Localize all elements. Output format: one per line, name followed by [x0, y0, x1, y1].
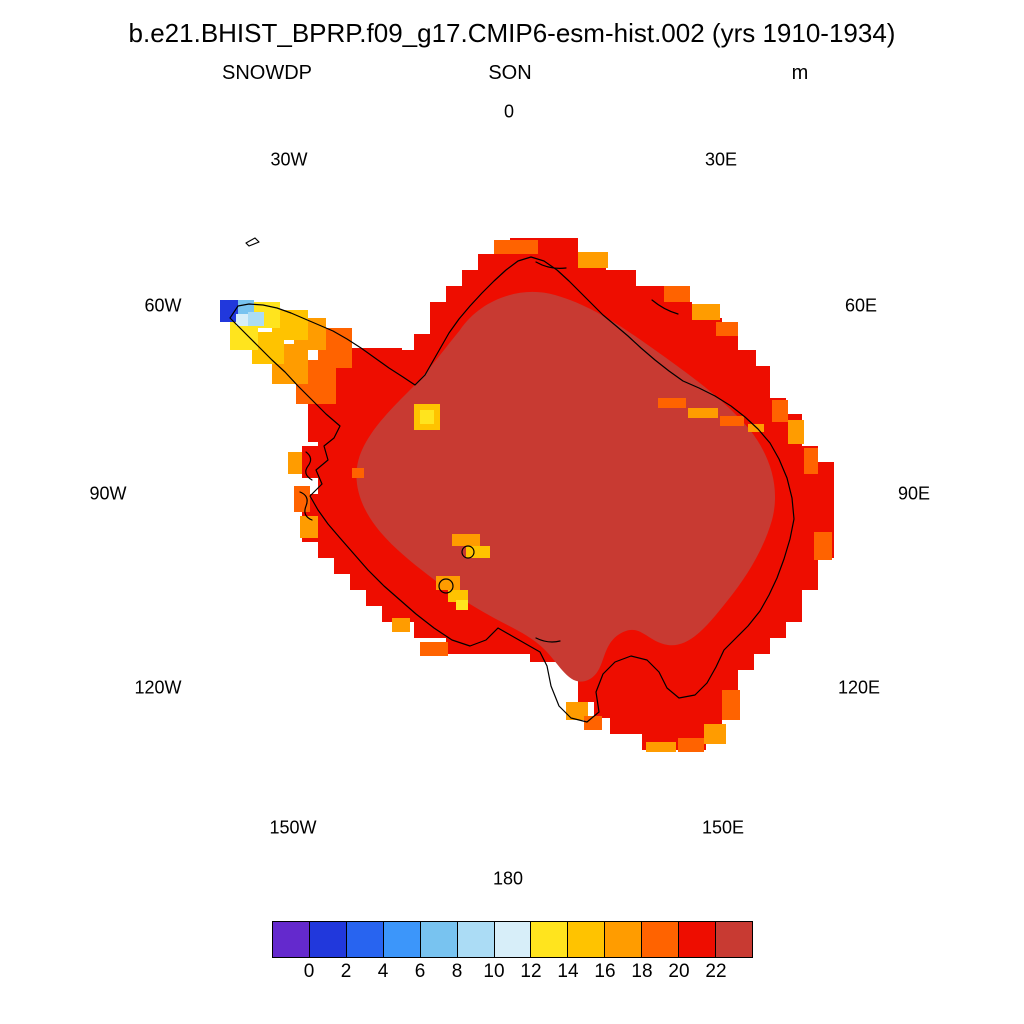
- snow-cell: [352, 468, 364, 478]
- snow-cell: [716, 322, 738, 336]
- snow-cell: [584, 716, 602, 730]
- lon-label-150e: 150E: [701, 817, 745, 838]
- colorbar-tick: 10: [483, 961, 505, 982]
- colorbar-tick: 12: [520, 961, 542, 982]
- colorbar-swatch-11: [678, 921, 717, 958]
- contour-fragment: [535, 637, 561, 643]
- plot-title: b.e21.BHIST_BPRP.f09_g17.CMIP6-esm-hist.…: [128, 18, 896, 48]
- snow-cell: [804, 448, 818, 474]
- snow-cell: [566, 702, 588, 720]
- contour-fragment: [535, 261, 567, 269]
- colorbar-tick: 16: [594, 961, 616, 982]
- snow-cell: [720, 416, 744, 426]
- lon-label-150w: 150W: [269, 817, 317, 838]
- snow-cell: [392, 618, 410, 632]
- snow-cell: [704, 724, 726, 744]
- snow-cell: [722, 690, 740, 720]
- units-label: m: [791, 62, 809, 84]
- snow-cell: [494, 240, 538, 254]
- colorbar-swatch-0: [272, 921, 310, 958]
- colorbar-swatch-7: [530, 921, 569, 958]
- lon-label-30w: 30W: [270, 149, 308, 170]
- colorbar: [272, 921, 753, 958]
- colorbar-swatch-3: [382, 921, 421, 958]
- colorbar-ticks: 0 2 4 6 8 10 12 14 16 18 20 22: [272, 961, 753, 985]
- interior-max-snow-fill: [356, 291, 776, 682]
- colorbar-tick: 18: [631, 961, 653, 982]
- snow-cell: [238, 300, 254, 314]
- variable-label: SNOWDP: [222, 62, 312, 84]
- snow-cell: [436, 576, 460, 590]
- colorbar-swatch-9: [604, 921, 643, 958]
- coastal-fringe-cells: [288, 240, 832, 752]
- colorbar-swatch-10: [641, 921, 680, 958]
- peninsula-cells: [220, 300, 402, 442]
- colorbar-tick: 4: [377, 961, 389, 982]
- snow-cell: [772, 400, 788, 422]
- lon-label-90w: 90W: [89, 483, 127, 504]
- snow-cell: [300, 516, 318, 538]
- grounding-line-squiggle: [305, 451, 313, 481]
- snow-cell: [452, 534, 480, 546]
- contour-loop: [438, 578, 454, 594]
- lon-label-60e: 60E: [844, 295, 878, 316]
- grounding-line-squiggle: [299, 491, 313, 521]
- lon-label-30e: 30E: [704, 149, 738, 170]
- colorbar-swatch-5: [456, 921, 495, 958]
- colorbar-tick: 6: [414, 961, 426, 982]
- lon-label-120e: 120E: [837, 677, 881, 698]
- colorbar-tick: 22: [705, 961, 727, 982]
- colorbar-swatch-1: [308, 921, 347, 958]
- contour-fragment: [651, 299, 679, 315]
- lon-label-90e: 90E: [897, 483, 931, 504]
- colorbar-tick: 2: [340, 961, 352, 982]
- snow-cell: [748, 424, 764, 432]
- snow-cell: [456, 600, 468, 610]
- snow-cell: [692, 304, 720, 320]
- lon-label-120w: 120W: [134, 677, 182, 698]
- season-label: SON: [488, 62, 532, 84]
- colorbar-tick: 0: [303, 961, 315, 982]
- coastline-path: [229, 256, 795, 723]
- contour-loop: [461, 545, 475, 559]
- snow-cell: [220, 300, 238, 322]
- snow-cell: [688, 408, 718, 418]
- lon-label-180: 180: [492, 868, 524, 889]
- colorbar-swatch-4: [419, 921, 458, 958]
- coastline-overlay: [229, 237, 795, 723]
- colorbar-tick: 20: [668, 961, 690, 982]
- snow-cell: [248, 312, 264, 326]
- colorbar-swatch-8: [567, 921, 606, 958]
- snow-cell: [288, 452, 302, 474]
- snow-cell: [420, 410, 434, 424]
- snow-cell: [646, 742, 676, 752]
- snow-cell: [466, 546, 490, 558]
- lon-label-0: 0: [503, 101, 515, 122]
- colorbar-tick: 14: [557, 961, 579, 982]
- snow-cell: [578, 252, 608, 268]
- snow-cell: [678, 738, 704, 752]
- snow-cell: [788, 420, 804, 444]
- small-island-outline: [245, 237, 260, 247]
- colorbar-swatch-6: [493, 921, 532, 958]
- snow-cell: [420, 642, 448, 656]
- colorbar-swatch-2: [345, 921, 384, 958]
- snow-cell: [236, 314, 248, 326]
- snow-cell: [814, 532, 832, 560]
- snow-cell: [664, 286, 690, 302]
- snow-cell: [658, 398, 686, 408]
- colorbar-tick: 8: [451, 961, 463, 982]
- colorbar-swatch-12: [715, 921, 753, 958]
- snow-cell: [448, 590, 468, 602]
- colorbar-swatches: [272, 921, 753, 958]
- lon-label-60w: 60W: [144, 295, 182, 316]
